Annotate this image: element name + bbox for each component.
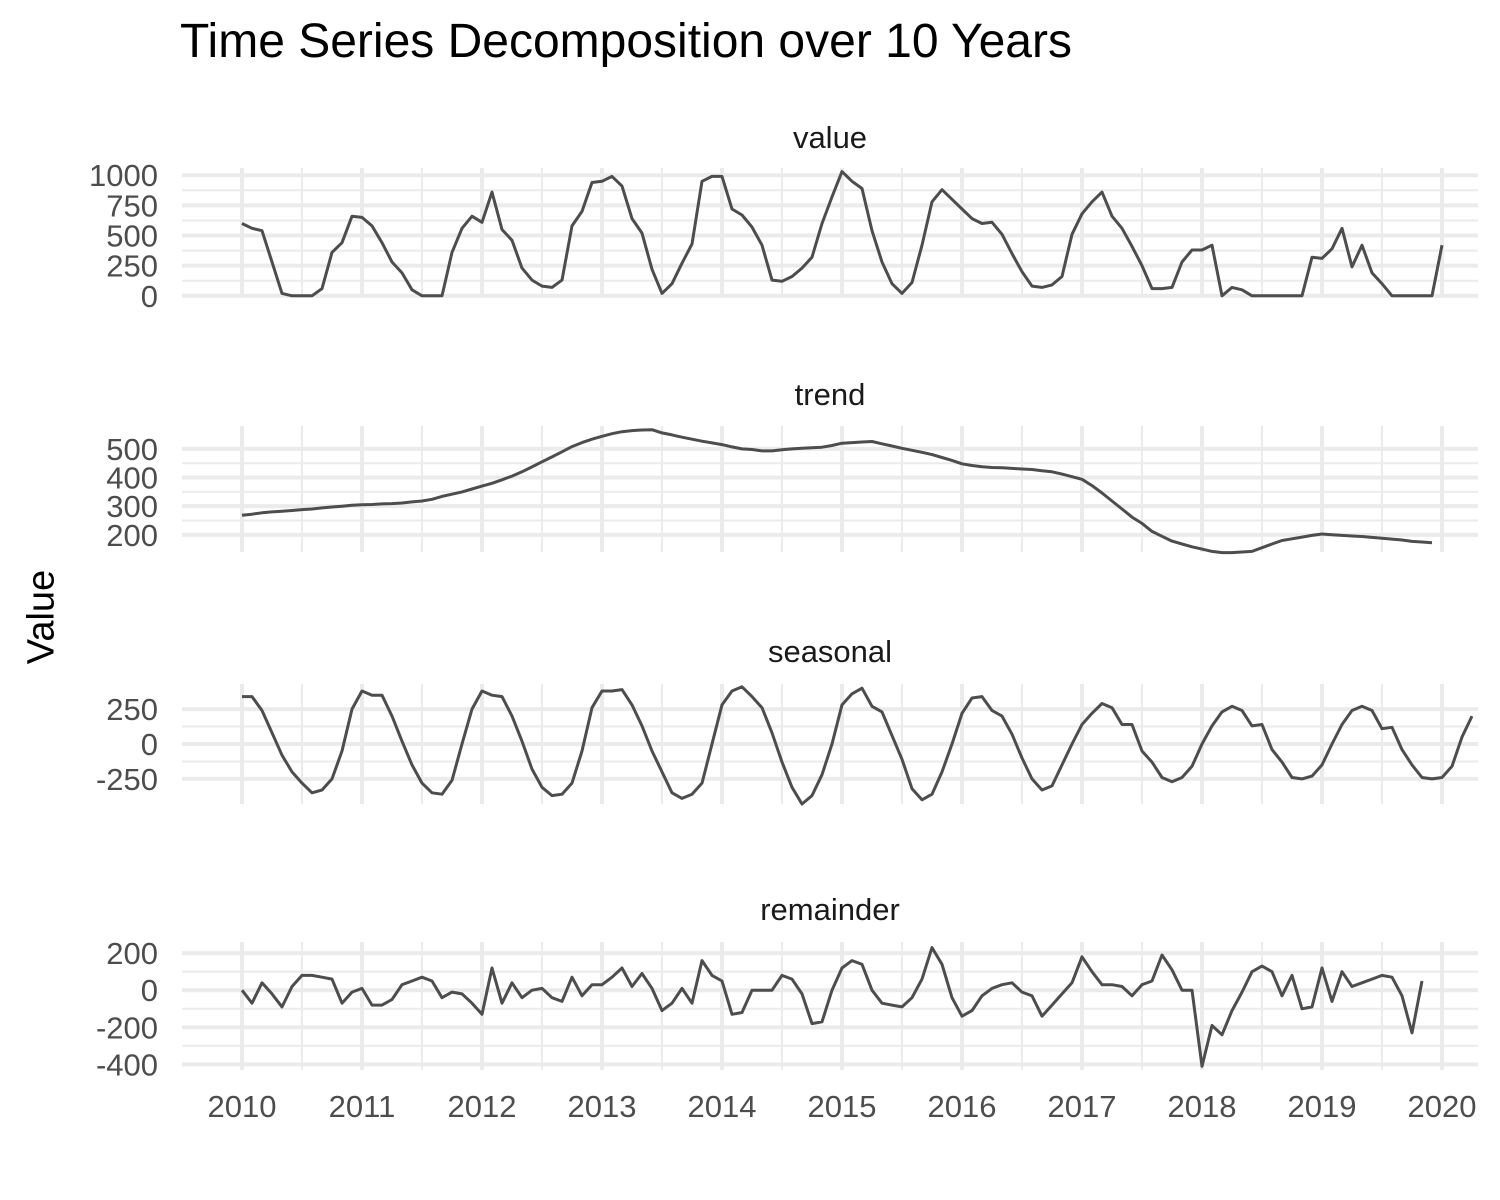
series-line-seasonal [242, 685, 1474, 806]
x-tick-label: 2011 [329, 1089, 396, 1124]
y-tick-label: 200 [106, 936, 158, 971]
series-line-trend [241, 428, 1433, 555]
series-line-value [241, 170, 1444, 298]
x-tick-label: 2016 [928, 1089, 997, 1124]
y-tick-label: 0 [141, 727, 158, 762]
x-tick-label: 2010 [208, 1089, 277, 1124]
x-tick-label: 2014 [688, 1089, 757, 1124]
x-axis: 2010 2011 2012 2013 2014 2015 2016 2017 2018 2019… [208, 1089, 1477, 1124]
x-tick-label: 2012 [448, 1089, 517, 1124]
y-tick-label: 500 [106, 219, 158, 254]
y-tick-label: -200 [96, 1010, 158, 1045]
y-tick-label: 1000 [89, 158, 158, 193]
y-tick-label: 400 [106, 461, 158, 496]
y-tick-label: -400 [96, 1047, 158, 1082]
y-tick-label: 250 [106, 692, 158, 727]
y-tick-label: 500 [106, 432, 158, 467]
x-tick-label: 2020 [1408, 1089, 1477, 1124]
chart-title: Time Series Decomposition over 10 Years [180, 15, 1072, 68]
x-tick-label: 2019 [1288, 1089, 1357, 1124]
x-tick-label: 2013 [568, 1089, 637, 1124]
y-tick-label: -250 [96, 762, 158, 797]
y-tick-label: 0 [141, 279, 158, 314]
y-tick-label: 300 [106, 489, 158, 524]
y-tick-label: 0 [141, 973, 158, 1008]
x-tick-label: 2017 [1048, 1089, 1117, 1124]
panel-strip-label: value [793, 120, 867, 155]
panel-strip-label: remainder [760, 892, 900, 927]
series-line-remainder [240, 946, 1424, 1068]
x-tick-label: 2015 [808, 1089, 877, 1124]
y-tick-label: 750 [106, 188, 158, 223]
panel-strip-label: trend [795, 377, 866, 412]
y-tick-label: 250 [106, 249, 158, 284]
panel-strip-label: seasonal [768, 634, 892, 669]
y-tick-label: 200 [106, 518, 158, 553]
x-tick-label: 2018 [1168, 1089, 1237, 1124]
